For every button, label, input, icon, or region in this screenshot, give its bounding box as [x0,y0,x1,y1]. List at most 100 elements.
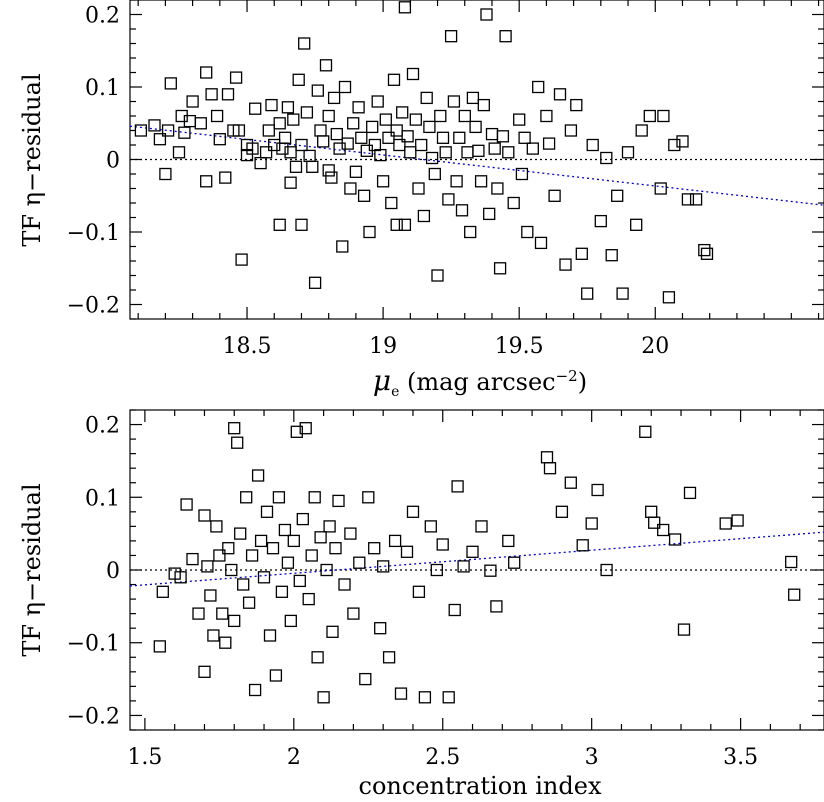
top-data-point [387,73,401,86]
top-data-point [200,175,213,188]
top-data-point [314,124,327,137]
top-data-point [700,247,714,260]
top-data-point [581,287,594,300]
top-y-tick-label: 0 [106,149,120,174]
top-data-point [393,138,406,152]
top-data-point [259,146,273,159]
top-data-point [425,151,439,165]
bottom-data-point [317,691,330,704]
top-data-point [327,91,341,105]
top-data-point [466,91,480,105]
top-data-point [281,101,295,114]
top-data-point [341,137,354,150]
top-data-point [200,66,213,79]
top-data-point [493,262,507,275]
top-data-point [249,102,262,115]
top-data-point [469,120,482,134]
bottom-data-point [424,520,437,533]
top-data-point [153,133,167,146]
top-data-point [347,117,360,130]
top-data-point [518,131,531,144]
top-data-point [431,269,444,282]
top-data-point [532,80,545,94]
bottom-data-point [677,623,691,636]
bottom-points [153,422,801,704]
top-data-point [423,120,436,134]
top-data-point [635,124,648,137]
top-data-point [265,98,278,112]
top-data-point [453,131,466,144]
bottom-data-point [299,422,312,435]
bottom-data-point [406,505,420,518]
bottom-data-point [657,523,670,537]
top-data-point [289,160,303,173]
top-data-point [428,167,441,181]
top-data-point [415,138,428,152]
bottom-data-point [198,665,211,678]
bottom-y-tick-label: 0 [106,559,120,584]
bottom-data-point [260,505,274,518]
top-data-point [404,146,417,159]
top-data-point [540,109,553,123]
bottom-data-point [466,545,479,558]
top-data-point [336,240,349,253]
top-data-point [662,291,676,304]
top-data-point [553,88,567,101]
top-data-point [161,124,175,137]
top-data-point [322,164,335,177]
top-data-point [390,218,403,231]
bottom-x-tick-label: 1.5 [127,745,162,770]
bottom-data-point [591,483,604,497]
bottom-data-point [326,625,339,638]
bottom-data-point [287,534,300,548]
top-x-tick-label: 19 [369,334,397,359]
top-data-point [499,30,512,43]
top-data-point [480,8,493,21]
top-data-point [344,182,357,195]
top-data-point [409,113,422,126]
bottom-data-point [198,509,211,522]
top-data-point [178,126,191,139]
top-data-point [491,182,504,195]
top-x-axis-label-symbol: μ [373,364,391,397]
top-data-point [366,120,379,134]
top-data-point [382,131,395,144]
bottom-data-point [281,556,295,569]
bottom-data-point [332,494,345,508]
bottom-data-point [430,563,443,577]
top-data-point [477,98,490,112]
top-data-point [502,146,515,159]
bottom-data-point [788,588,801,601]
bottom-data-point [490,600,503,613]
top-data-point [458,109,471,123]
top-data-point [559,258,572,271]
bottom-ticks [130,409,824,731]
top-data-point [439,146,452,159]
bottom-data-point [394,687,408,700]
top-data-point [654,182,667,195]
top-data-point [306,160,319,173]
bottom-y-tick-label: −0.2 [67,704,120,729]
top-data-point [600,151,613,165]
top-data-point [164,77,177,90]
top-x-tick-label: 19.5 [495,334,544,359]
top-data-point [461,146,474,159]
bottom-data-point [240,491,253,504]
top-x-tick-label: 20 [641,334,669,359]
bottom-data-point [382,651,396,664]
bottom-data-point [555,505,569,518]
bottom-data-point [475,520,488,533]
top-data-point [210,109,224,123]
bottom-data-point [174,571,187,584]
bottom-data-point [683,486,697,500]
bottom-y-tick-label: −0.1 [67,632,120,657]
top-data-point [483,207,496,221]
top-data-point [308,276,322,289]
bottom-data-point [359,672,372,686]
bottom-data-point [156,585,169,598]
bottom-data-point [377,560,390,573]
top-data-point [311,84,324,97]
bottom-data-point [228,614,241,628]
bottom-tick-labels: 1.5 2 2.5 3 3.5 −0.2 −0.1 0 0.1 0.2 [67,414,759,770]
top-data-point [330,127,343,141]
